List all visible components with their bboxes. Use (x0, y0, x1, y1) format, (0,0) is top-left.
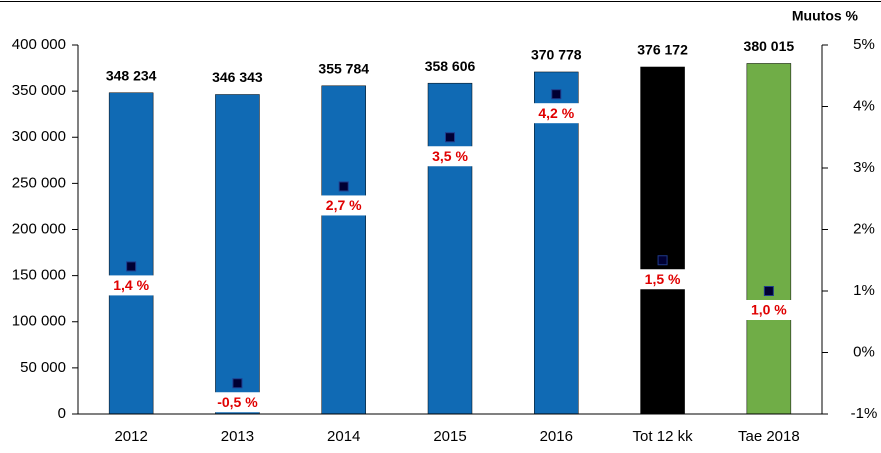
y-tick-label: 200 000 (12, 220, 66, 237)
y2-tick-label: 0% (853, 343, 875, 360)
x-tick-label: 2012 (114, 428, 147, 445)
y2-tick-label: 5% (853, 36, 875, 53)
y-tick-label: 400 000 (12, 36, 66, 53)
change-label: 1,4 % (113, 277, 149, 293)
change-marker (445, 132, 455, 143)
x-tick-label: Tot 12 kk (633, 428, 694, 445)
x-tick-label: 2015 (433, 428, 466, 445)
bar (108, 92, 154, 415)
y-tick-label: 50 000 (20, 359, 66, 376)
change-label: 2,7 % (326, 197, 362, 213)
label-box (530, 103, 583, 124)
y2-tick-label: 3% (853, 159, 875, 176)
bar-value-label: 355 784 (318, 60, 369, 76)
change-marker (338, 181, 349, 192)
change-label: 1,5 % (645, 271, 681, 287)
x-tick-label: 2016 (540, 428, 573, 445)
bar-value-label: 358 606 (425, 58, 476, 74)
bar-value-label: 370 778 (531, 47, 582, 63)
bar-value-label: 376 172 (637, 42, 688, 58)
y-tick-label: 150 000 (12, 267, 66, 284)
label-box (636, 269, 689, 290)
y2-tick-label: -1% (851, 405, 878, 422)
x-tick-label: 2014 (327, 428, 360, 445)
bar (640, 66, 685, 415)
bar (534, 71, 579, 415)
bar-value-label: 348 234 (106, 67, 157, 83)
y-tick-label: 0 (58, 405, 66, 422)
change-marker (763, 286, 774, 296)
x-tick-label: 2013 (221, 428, 254, 445)
bar-value-label: 346 343 (212, 69, 263, 85)
y2-axis-title: Muutos % (792, 8, 859, 24)
change-marker (551, 89, 562, 100)
y2-tick-label: 1% (853, 282, 875, 299)
bar (215, 94, 260, 415)
label-box (742, 300, 795, 320)
bar (746, 63, 792, 415)
y-tick-label: 300 000 (12, 128, 66, 145)
y-tick-label: 350 000 (12, 82, 66, 99)
bar (321, 85, 366, 415)
change-marker (232, 378, 243, 389)
x-tick-label: Tae 2018 (738, 428, 800, 445)
change-label: 1,0 % (751, 302, 787, 318)
y-tick-label: 250 000 (12, 174, 66, 191)
label-box (424, 146, 476, 167)
change-label: 3,5 % (432, 148, 468, 164)
label-box (317, 195, 370, 216)
y2-tick-label: 2% (853, 220, 875, 237)
change-marker (126, 261, 137, 272)
label-box (105, 275, 158, 296)
bar-value-label: 380 015 (744, 38, 795, 54)
label-box (211, 392, 264, 413)
change-label: 4,2 % (538, 105, 574, 121)
change-label: -0,5 % (217, 394, 258, 410)
y-tick-label: 100 000 (12, 313, 66, 330)
y2-tick-label: 4% (853, 97, 875, 114)
change-marker (657, 255, 668, 266)
